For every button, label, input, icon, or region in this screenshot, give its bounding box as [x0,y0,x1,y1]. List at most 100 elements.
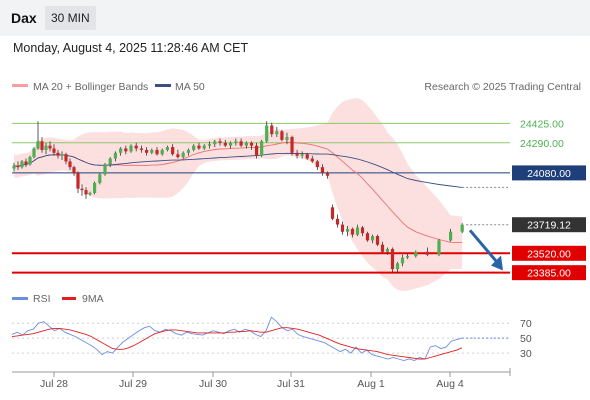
rsi-tick-label: 50 [520,333,532,345]
candle [76,171,80,193]
support_2-level-tag [512,265,586,281]
candle [139,145,143,153]
candle [320,164,325,176]
candle-body [244,142,248,146]
candle-body [228,142,233,146]
candle-body [84,190,88,195]
candle [72,165,76,176]
candle-body [360,227,365,234]
price-level-labels: 24425.00 24290.00 24080.00 23719.12 23520.00… [512,118,586,281]
candle [270,122,274,138]
candle [145,147,149,156]
candle [290,135,294,156]
resistance_1-level-label: 24290.00 [520,138,564,150]
chart-datetime: Monday, August 4, 2025 11:28:46 AM CET [13,41,249,55]
candle [32,147,36,159]
candle [375,234,380,247]
candle-body [40,141,44,150]
rsi-line [11,316,463,361]
candle-body [197,145,201,149]
candle [295,149,299,159]
candle [176,149,180,159]
candle [48,141,52,152]
candle-body [239,141,243,146]
candle [155,147,159,156]
candle [108,157,112,168]
candle-body [160,149,164,155]
candle [60,151,64,160]
candle-body [108,158,112,165]
rsi-tick-label: 30 [520,348,532,360]
candle-body [400,257,405,264]
candle [56,149,60,159]
resistance_2-level-value: 24425.00 [520,118,564,130]
candle-body [355,227,360,235]
candle [325,171,330,179]
ma20-legend-swatch [12,84,28,87]
support_2-level-label: 23385.00 [512,265,586,281]
ma50-legend-label: MA 50 [175,81,205,93]
candle [365,231,370,242]
timeframe-selector[interactable]: 30 MIN [45,6,96,30]
candle-body [32,148,36,158]
candle-body [171,147,175,155]
candle [385,247,390,255]
candle [340,221,345,235]
candle-body [119,148,123,153]
candle [44,142,48,155]
candle [395,261,400,274]
candle-body [315,161,319,168]
candle [460,223,464,234]
candle-body [320,167,325,173]
candle [64,152,68,165]
candle-body [325,172,330,176]
top-bar: Dax 30 MIN [0,0,590,36]
candle-body [260,141,264,156]
candle [400,254,405,267]
candle-body [150,149,154,153]
candle-body [44,145,48,150]
candle-body [16,165,20,168]
resistance_2-level-label: 24425.00 [520,118,564,130]
candle [249,141,254,150]
candle [181,151,185,159]
candle-body [24,161,28,165]
candle [335,214,340,228]
support_1-level-label: 23520.00 [512,245,586,261]
candle [265,121,269,143]
candle-body [56,152,60,156]
candle [84,187,88,199]
candle [437,238,441,257]
support_1-level-value: 23520.00 [527,248,571,260]
candle-body [275,131,279,135]
candle [280,129,284,142]
candle-body [385,248,390,252]
candle [207,141,212,149]
time-axis-label: Jul 29 [119,378,147,390]
candle [350,227,355,238]
candle [24,158,28,168]
candle-body [330,207,335,219]
candle [228,141,233,149]
candle-body [48,145,52,149]
candle-body [350,228,355,235]
candle [98,172,102,185]
last-level-tag [512,217,586,233]
candle-body [145,149,149,153]
candle [330,204,335,221]
time-axis-label: Jul 28 [40,378,68,390]
rsi-panel: 70 50 30 [11,316,532,361]
candle-body [192,145,196,150]
time-axis-label: Jul 30 [199,378,227,390]
candle [300,151,304,159]
candle [244,141,248,149]
candle-body [290,137,294,153]
support_1-level-tag [512,245,586,261]
candle-body [234,141,238,143]
candle [234,138,238,146]
candle [165,145,169,152]
candle [124,145,128,155]
chart-credit: Research © 2025 Trading Central [424,81,581,93]
candle [449,228,453,242]
candle-body [64,154,68,162]
